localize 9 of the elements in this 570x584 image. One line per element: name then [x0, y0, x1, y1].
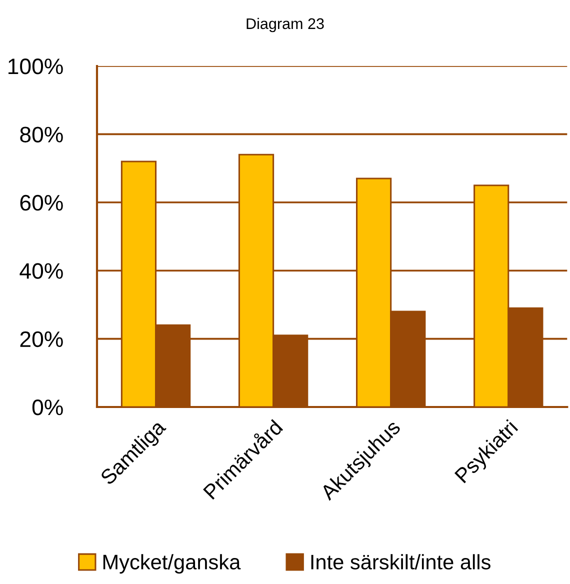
- chart-title: Diagram 23: [246, 18, 324, 32]
- legend-label: Mycket/ganska: [103, 554, 241, 574]
- y-tick-label: 100%: [8, 58, 63, 74]
- y-tick-label: 0%: [32, 400, 63, 416]
- y-tick-label: 80%: [20, 126, 63, 142]
- y-tick-label: 20%: [20, 331, 63, 348]
- legend-label: Inte särskilt/inte alls: [311, 554, 490, 570]
- y-tick-label: 60%: [20, 194, 63, 211]
- y-tick-label: 40%: [20, 263, 63, 279]
